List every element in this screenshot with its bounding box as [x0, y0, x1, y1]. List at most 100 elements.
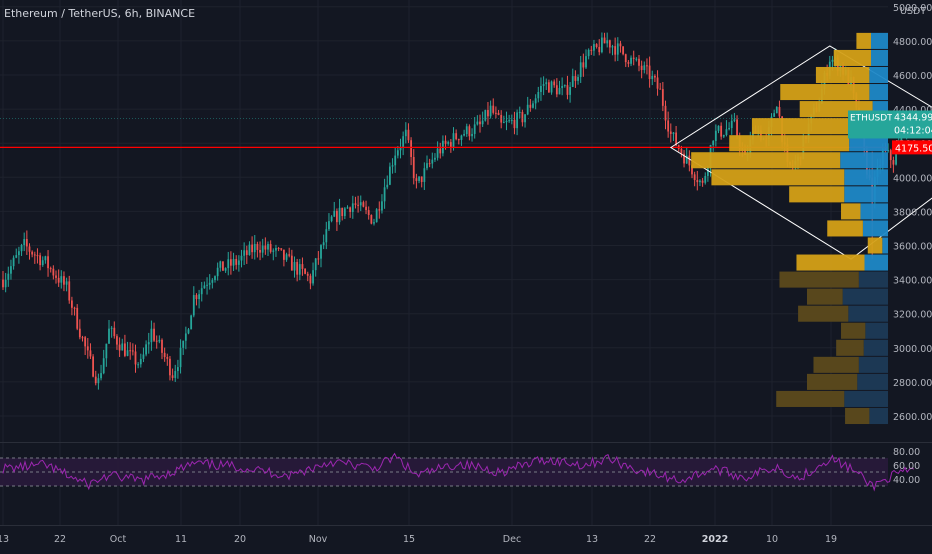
candle-body: [306, 273, 309, 276]
candle-body: [214, 276, 216, 281]
candle-body: [439, 148, 442, 154]
candle-body: [139, 358, 142, 365]
candle-body: [4, 279, 7, 288]
candle-body: [259, 249, 261, 253]
candle-body: [293, 262, 296, 271]
candle-body: [60, 276, 63, 283]
candle-body: [36, 255, 39, 257]
candle-body: [627, 62, 630, 64]
price-tick-label: 3400.00: [893, 276, 932, 287]
candle-body: [447, 142, 450, 144]
volume-profile-up-bar: [813, 356, 859, 373]
candle-body: [208, 282, 211, 285]
candle-body: [44, 256, 47, 261]
candle-body: [147, 342, 150, 345]
volume-profile-up-bar: [841, 322, 866, 339]
candle-body: [394, 155, 397, 166]
volume-profile-up-bar: [856, 32, 871, 49]
candle-body: [351, 203, 354, 212]
candle-body: [736, 119, 738, 137]
candle-body: [502, 122, 505, 124]
candle-body: [312, 270, 314, 284]
candle-body: [638, 58, 640, 66]
candle-body: [733, 119, 736, 121]
candle-body: [887, 150, 889, 152]
candle-body: [18, 251, 20, 256]
candle-body: [680, 148, 683, 154]
volume-profile-down-bar: [858, 271, 888, 288]
candle-body: [336, 210, 338, 223]
candle-body: [359, 202, 362, 206]
candle-body: [190, 315, 193, 330]
candle-body: [325, 229, 328, 243]
candle-body: [275, 248, 277, 251]
candle-body: [463, 134, 465, 136]
hline-price-value: 4175.50: [895, 143, 932, 154]
candle-body: [614, 46, 617, 55]
volume-profile-up-bar: [776, 390, 845, 407]
price-tick-label: 3000.00: [893, 344, 932, 355]
last-price-axis-badge: [892, 110, 932, 139]
candle-body: [10, 266, 12, 274]
candle-body: [587, 49, 590, 57]
candle-body: [118, 344, 121, 351]
volume-profile-up-bar: [841, 203, 861, 220]
candle-body: [163, 352, 166, 358]
candle-body: [153, 328, 155, 341]
candle-body: [187, 329, 190, 334]
candle-body: [492, 105, 495, 113]
candle-body: [381, 201, 383, 211]
candle-body: [667, 120, 670, 132]
volume-profile-up-bar: [798, 305, 849, 322]
volume-profile-down-bar: [842, 288, 888, 305]
candle-body: [569, 86, 571, 95]
candle-body: [664, 105, 667, 121]
candle-body: [182, 340, 185, 348]
price-tick-label: 3200.00: [893, 310, 932, 321]
candle-body: [2, 279, 4, 288]
time-tick-label: 13: [0, 534, 9, 545]
candle-body: [622, 46, 624, 55]
candle-body: [574, 76, 577, 81]
candle-body: [752, 130, 754, 140]
candle-body: [892, 160, 895, 165]
candle-body: [553, 81, 556, 86]
time-tick-label: 15: [403, 534, 415, 545]
candle-body: [126, 350, 129, 356]
candle-body: [476, 121, 479, 125]
candle-body: [301, 264, 304, 269]
candle-body: [298, 264, 301, 275]
time-tick-label: Oct: [110, 534, 127, 545]
candle-body: [603, 37, 606, 44]
time-tick-label: Nov: [309, 534, 328, 545]
candle-body: [267, 244, 269, 250]
candle-body: [683, 153, 685, 164]
candle-body: [601, 37, 603, 53]
candle-body: [346, 207, 349, 209]
candle-body: [404, 129, 407, 137]
candle-body: [585, 56, 587, 68]
candle-body: [203, 285, 206, 289]
candle-body: [195, 295, 198, 300]
candle-body: [137, 364, 140, 366]
candle-body: [595, 44, 598, 47]
candle-body: [669, 131, 672, 134]
candle-body: [375, 209, 378, 223]
candle-body: [283, 249, 285, 260]
candle-body: [722, 134, 725, 137]
grid-lines: [0, 0, 932, 526]
candle-body: [108, 328, 110, 344]
candle-body: [550, 81, 553, 93]
candle-body: [113, 327, 116, 337]
candle-body: [158, 339, 161, 342]
time-tick-label: 2022: [702, 534, 728, 545]
candle-body: [121, 343, 124, 351]
price-tick-label: 2600.00: [893, 412, 932, 423]
candle-body: [699, 180, 701, 183]
volume-profile-down-bar: [840, 152, 888, 169]
candle-body: [889, 150, 892, 161]
time-tick-label: 10: [766, 534, 778, 545]
candle-body: [465, 126, 468, 135]
